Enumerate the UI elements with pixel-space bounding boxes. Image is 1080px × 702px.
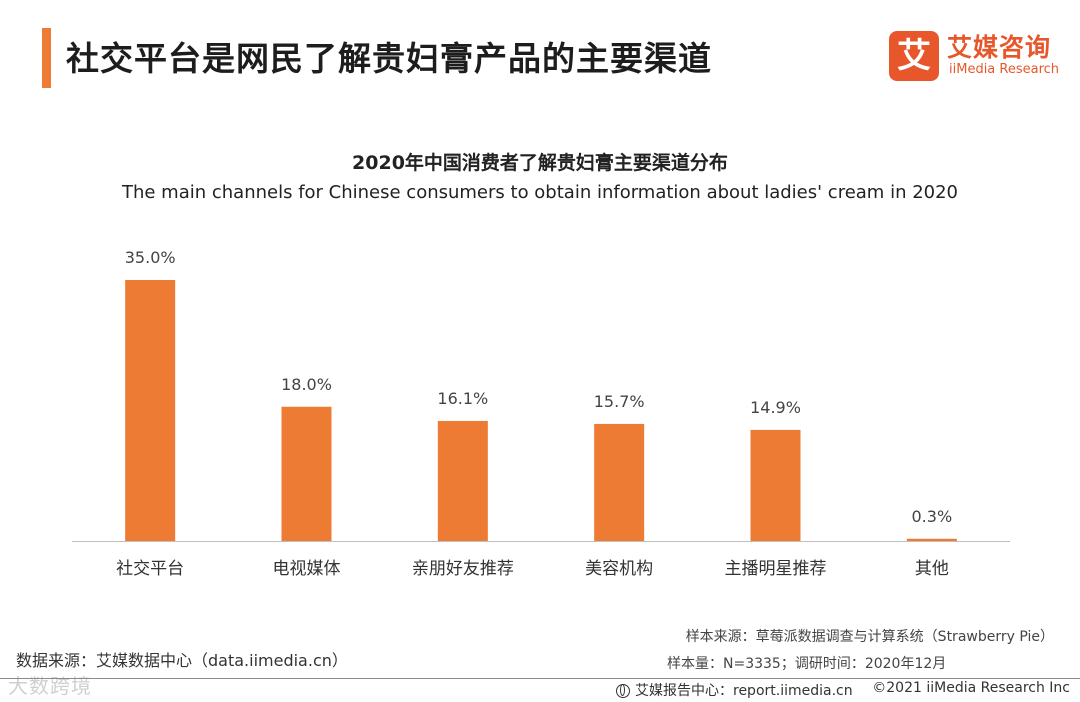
title-accent-bar (42, 28, 51, 88)
globe-icon (616, 684, 630, 698)
logo-name-cn: 艾媒咨询 (947, 33, 1052, 62)
bar-2 (281, 406, 332, 541)
watermark: 大数跨境 (8, 674, 92, 698)
value-label-4: 15.7% (594, 392, 645, 411)
value-label-1: 35.0% (125, 248, 176, 267)
value-label-6: 0.3% (912, 507, 953, 526)
sample-source: 样本来源：草莓派数据调查与计算系统（Strawberry Pie） (685, 629, 1054, 645)
logo-name-en: iiMedia Research (949, 62, 1060, 77)
copyright: ©2021 iiMedia Research Inc (872, 680, 1070, 696)
category-label-1: 社交平台 (116, 559, 184, 579)
bar-3 (437, 420, 488, 541)
bar-6 (906, 538, 957, 541)
value-label-3: 16.1% (437, 389, 488, 408)
bar-1 (125, 280, 176, 541)
report-center-text: 艾媒报告中心：report.iimedia.cn (635, 683, 853, 699)
chart-title: 2020年中国消费者了解贵妇膏主要渠道分布 (352, 152, 728, 174)
bar-5 (750, 429, 801, 541)
value-label-5: 14.9% (750, 398, 801, 417)
footer-divider (0, 678, 1080, 679)
value-label-2: 18.0% (281, 375, 332, 394)
category-label-6: 其他 (915, 559, 949, 579)
bar-4 (594, 423, 645, 541)
report-center-link[interactable]: 艾媒报告中心：report.iimedia.cn (616, 680, 853, 700)
iimedia-logo: 艾 艾媒咨询 iiMedia Research (889, 28, 1069, 84)
category-label-3: 亲朋好友推荐 (412, 559, 514, 579)
sample-size: 样本量：N=3335；调研时间：2020年12月 (667, 656, 947, 672)
logo-mark-icon: 艾 (889, 31, 939, 81)
category-label-4: 美容机构 (585, 559, 653, 579)
category-label-5: 主播明星推荐 (725, 559, 827, 579)
page-title: 社交平台是网民了解贵妇膏产品的主要渠道 (66, 39, 712, 78)
category-label-2: 电视媒体 (273, 559, 341, 579)
data-source: 数据来源：艾媒数据中心（data.iimedia.cn） (16, 651, 348, 670)
chart-subtitle: The main channels for Chinese consumers … (121, 182, 959, 203)
